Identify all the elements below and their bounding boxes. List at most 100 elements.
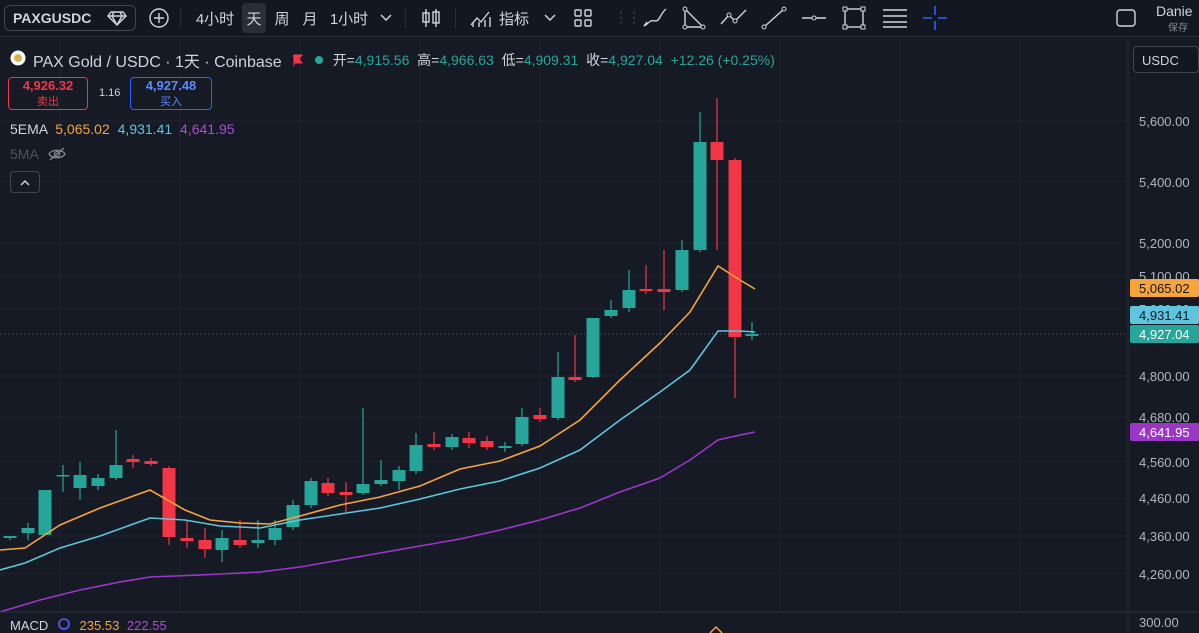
- triangle-pattern-icon: [682, 6, 706, 30]
- symbol-name: PAXGUSDC: [13, 10, 92, 26]
- close-label: 收=: [586, 52, 609, 68]
- crosshair-tool-button[interactable]: [918, 0, 952, 36]
- price-tick-label: 4,260.00: [1139, 567, 1190, 582]
- grid-icon: [574, 9, 592, 27]
- candle-body: [215, 538, 229, 550]
- candle-body: [251, 540, 265, 543]
- divider: [180, 8, 181, 28]
- ohlc-values: 开=4,915.56 高=4,966.63 低=4,909.31 收=4,927…: [333, 50, 775, 70]
- chart-type-button[interactable]: [416, 0, 446, 36]
- interval-4h-label: 4小时: [195, 10, 235, 28]
- macd-value-2: 222.55: [126, 618, 167, 633]
- open-value: 4,915.56: [354, 52, 410, 68]
- buy-price: 4,927.48: [145, 78, 197, 93]
- loading-icon: [58, 618, 70, 630]
- ema-blue-value: 4,931.41: [117, 121, 173, 137]
- price-tick-label: 4,680.00: [1139, 410, 1190, 425]
- interval-month-button[interactable]: 月: [298, 0, 322, 36]
- candle-body: [427, 444, 441, 447]
- fullscreen-button[interactable]: [1112, 0, 1140, 36]
- ema-purple-value: 4,641.95: [180, 121, 235, 137]
- pattern-tool-button[interactable]: [676, 0, 710, 36]
- macd-legend[interactable]: MACD 235.53 222.55: [10, 618, 167, 633]
- symbol-search-button[interactable]: PAXGUSDC: [4, 5, 136, 31]
- candle-body: [144, 461, 158, 464]
- macd-label: MACD: [10, 618, 49, 633]
- macd-tick-label: 300.00: [1139, 615, 1179, 630]
- candle-body: [73, 475, 87, 488]
- flag-icon[interactable]: [292, 54, 303, 66]
- candle-body: [728, 160, 742, 337]
- chevron-down-icon: [380, 14, 392, 22]
- brush-icon: [643, 8, 667, 27]
- currency-selector[interactable]: USDC: [1133, 46, 1199, 73]
- save-button[interactable]: Danie 保存: [1156, 3, 1199, 34]
- candle-body: [321, 483, 335, 493]
- currency-label: USDC: [1142, 53, 1179, 68]
- interval-week-label: 周: [274, 10, 290, 28]
- candle-body: [198, 540, 212, 549]
- add-symbol-button[interactable]: [146, 0, 172, 36]
- candle-body: [568, 377, 582, 380]
- trendline-tool-button[interactable]: [758, 0, 790, 36]
- eye-hidden-icon[interactable]: [47, 146, 67, 162]
- candle-body: [710, 142, 724, 160]
- indicators-button[interactable]: 指标: [466, 0, 532, 36]
- chevron-down-icon: [544, 14, 556, 22]
- open-label: 开=: [332, 52, 355, 68]
- ema-lines: [0, 264, 756, 633]
- high-label: 高=: [417, 52, 440, 68]
- candle-body: [339, 492, 353, 495]
- candlestick-icon: [422, 9, 440, 27]
- horizontal-line-icon: [802, 15, 826, 21]
- candle-body: [675, 250, 689, 290]
- brush-tool-button[interactable]: [638, 0, 672, 36]
- collapse-legend-button[interactable]: [10, 171, 40, 193]
- candle-body: [304, 481, 318, 505]
- candle-body: [374, 480, 388, 484]
- sell-button[interactable]: 4,926.32 卖出: [8, 77, 88, 110]
- fib-tool-button[interactable]: [878, 0, 912, 36]
- candle-body: [233, 540, 247, 545]
- candle-body: [162, 468, 176, 537]
- chart-legend: PAX Gold / USDC · 1天 · Coinbase 开=4,915.…: [10, 48, 775, 72]
- interval-month-label: 月: [302, 10, 318, 28]
- candle-body: [745, 334, 759, 336]
- high-value: 4,966.63: [439, 52, 494, 68]
- price-chart[interactable]: 5,600.005,400.005,200.005,100.005,000.00…: [0, 37, 1199, 633]
- candle-body: [639, 289, 653, 291]
- interval-day-button[interactable]: 天: [242, 3, 266, 33]
- window-icon: [1116, 9, 1136, 27]
- top-toolbar: PAXGUSDC 4小时 天 周 月 1小时 指标 ⋮⋮: [0, 0, 1199, 37]
- layout-button[interactable]: [568, 0, 598, 36]
- polyline-tool-button[interactable]: [716, 0, 752, 36]
- ema-orange-line: [0, 264, 756, 551]
- interval-day-label: 天: [246, 10, 262, 28]
- ema-label: 5EMA: [10, 121, 48, 137]
- ema-orange-badge: [1130, 279, 1199, 297]
- drag-handle-icon[interactable]: ⋮⋮: [614, 9, 641, 25]
- chevron-up-icon: [20, 179, 30, 186]
- indicators-label: 指标: [498, 10, 529, 28]
- price-tick-label: 5,400.00: [1139, 175, 1190, 190]
- ema-legend[interactable]: 5EMA 5,065.02 4,931.41 4,641.95: [10, 121, 235, 137]
- buy-button[interactable]: 4,927.48 买入: [130, 77, 212, 110]
- ema-orange-badge-label: 5,065.02: [1139, 281, 1190, 296]
- candle-body: [3, 536, 17, 538]
- last-price-badge: [1130, 325, 1199, 343]
- ma-legend[interactable]: 5MA: [10, 146, 67, 162]
- last-price-badge-label: 4,927.04: [1139, 327, 1190, 342]
- ema-blue-badge: [1130, 306, 1199, 324]
- rectangle-tool-button[interactable]: [838, 0, 870, 36]
- interval-4h-button[interactable]: 4小时: [192, 0, 238, 36]
- rectangle-icon: [842, 6, 866, 30]
- indicators-dropdown-button[interactable]: [540, 0, 560, 36]
- interval-dropdown-button[interactable]: [376, 0, 396, 36]
- interval-week-button[interactable]: 周: [270, 0, 294, 36]
- horizontal-line-tool-button[interactable]: [798, 0, 830, 36]
- sell-label: 卖出: [37, 96, 59, 108]
- market-status-dot: [314, 56, 323, 64]
- interval-1h-button[interactable]: 1小时: [326, 0, 372, 36]
- change-value: +12.26 (+0.25%): [670, 52, 775, 68]
- candle-body: [445, 437, 459, 447]
